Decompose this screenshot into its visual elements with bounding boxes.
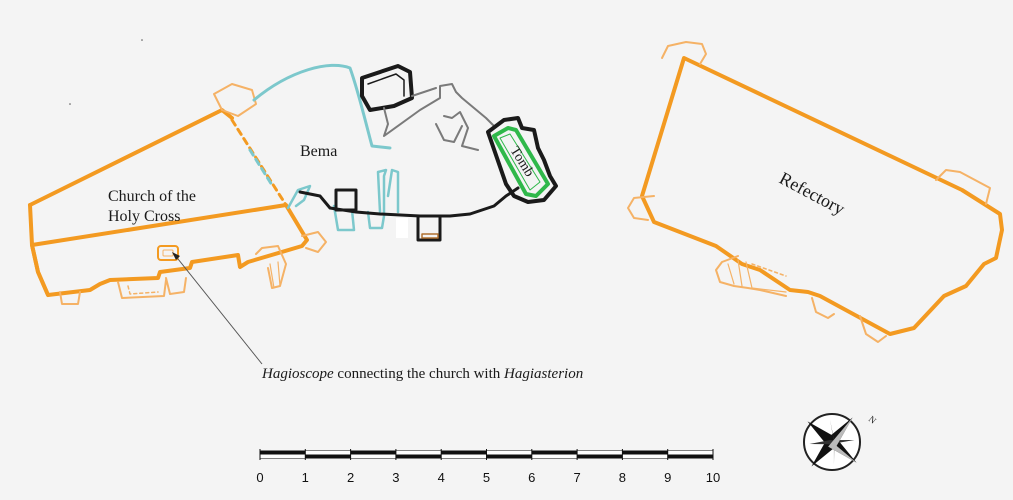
refectory-sw-dashed bbox=[751, 263, 787, 277]
scale-segment-top bbox=[395, 451, 442, 455]
refectory-sw-rooms bbox=[715, 255, 787, 297]
scale-tick-label: 5 bbox=[483, 470, 490, 485]
scale-segment-bottom bbox=[577, 454, 623, 458]
hagioscope-leader bbox=[172, 252, 263, 365]
scale-segment-bottom bbox=[260, 454, 306, 458]
tomb-inner-line bbox=[499, 133, 541, 191]
scale-segment-bottom bbox=[622, 454, 668, 458]
scale-bar-segments bbox=[260, 451, 713, 458]
grey-room bbox=[435, 123, 463, 143]
eastern-structures bbox=[298, 64, 520, 242]
scale-tick-label: 9 bbox=[664, 470, 671, 485]
scale-segment-bottom bbox=[305, 454, 351, 458]
scale-bar: 0 1 2 3 4 5 6 7 8 9 10 bbox=[256, 449, 720, 485]
church-label-line2: Holy Cross bbox=[108, 208, 180, 225]
leader-arrowhead bbox=[172, 252, 180, 260]
church-corner-pier bbox=[301, 231, 327, 253]
scale-tick-label: 4 bbox=[438, 470, 445, 485]
refectory-outer-wall bbox=[640, 56, 1004, 336]
hagioscope-caption: Hagioscope connecting the church with Ha… bbox=[261, 366, 583, 382]
caption-connector: connecting the church with bbox=[334, 366, 504, 382]
scale-tick-label: 0 bbox=[256, 470, 263, 485]
leader-line bbox=[173, 253, 263, 365]
church-label-line1: Church of the bbox=[108, 188, 196, 205]
dark-pier-2-inner bbox=[421, 233, 439, 239]
speck-1 bbox=[141, 39, 143, 41]
compass-needle-light bbox=[828, 417, 857, 463]
refectory-east-annex bbox=[935, 169, 991, 205]
church-annex-north bbox=[213, 83, 257, 117]
scale-segment-top bbox=[577, 451, 623, 455]
church-buttress-2-inner bbox=[127, 285, 159, 295]
tomb-chamber: Tomb bbox=[486, 116, 558, 204]
grey-corridor-2 bbox=[411, 87, 479, 151]
church-west-wall bbox=[28, 203, 50, 297]
refectory-south-pier bbox=[811, 297, 835, 319]
hagioscope-opening-inner bbox=[162, 249, 174, 257]
scale-segment-bottom bbox=[486, 454, 532, 458]
scale-segment-top bbox=[622, 451, 668, 455]
dark-south-wall bbox=[298, 186, 520, 218]
scale-tick-label: 7 bbox=[573, 470, 580, 485]
bema-label: Bema bbox=[300, 143, 337, 160]
scale-segment-top bbox=[667, 451, 713, 455]
church-openwork-wall-blue bbox=[248, 148, 274, 187]
church-buttress-1 bbox=[59, 291, 81, 305]
grey-corridor bbox=[383, 83, 495, 137]
bema-niche-2 bbox=[366, 168, 388, 230]
bema-niche-1 bbox=[332, 204, 356, 232]
scale-segment-bottom bbox=[667, 454, 713, 458]
refectory-ne-annex bbox=[661, 41, 707, 65]
scale-segment-top bbox=[441, 451, 487, 455]
dark-chamber-north bbox=[360, 64, 414, 112]
hagioscope-opening bbox=[157, 245, 179, 261]
refectory-se-pier bbox=[859, 315, 887, 343]
scale-segment-bottom bbox=[350, 454, 396, 458]
scale-tick-label: 1 bbox=[302, 470, 309, 485]
caption-term-hagiasterion: Hagiasterion bbox=[503, 366, 583, 382]
dark-pier-2 bbox=[416, 214, 442, 242]
scale-segment-top bbox=[260, 451, 306, 455]
scale-segment-top bbox=[531, 451, 578, 455]
scale-tick-label: 10 bbox=[706, 470, 720, 485]
church-side-room-inner bbox=[269, 261, 281, 289]
bema-south-wall bbox=[286, 184, 312, 210]
church-side-room bbox=[255, 245, 287, 289]
compass-north-letter: N bbox=[867, 414, 879, 426]
white-gap bbox=[396, 218, 408, 238]
tomb-inner bbox=[492, 126, 550, 198]
church-of-the-holy-cross bbox=[28, 83, 327, 305]
scale-segment-bottom bbox=[441, 454, 487, 458]
tomb-outer-wall bbox=[486, 116, 558, 204]
church-buttress-3 bbox=[165, 277, 187, 295]
scale-tick-label: 8 bbox=[619, 470, 626, 485]
speck-2 bbox=[69, 103, 71, 105]
scale-segment-top bbox=[486, 451, 532, 455]
compass-rose-icon: N bbox=[803, 413, 879, 471]
caption-term-hagioscope: Hagioscope bbox=[261, 366, 334, 382]
bema-niche-3 bbox=[386, 168, 400, 214]
tomb-label: Tomb bbox=[507, 144, 537, 179]
refectory-sw-rooms-inner bbox=[727, 259, 787, 293]
bema-apse-wall bbox=[252, 63, 392, 150]
refectory: Refectory bbox=[627, 41, 1004, 343]
bema-area bbox=[252, 63, 400, 232]
dark-pier-1 bbox=[334, 188, 358, 212]
refectory-west-annex bbox=[627, 195, 655, 221]
scale-segment-bottom bbox=[531, 454, 578, 458]
scale-tick-label: 6 bbox=[528, 470, 535, 485]
refectory-label: Refectory bbox=[776, 168, 848, 219]
scale-segment-bottom bbox=[395, 454, 442, 458]
scale-bar-ticks: 0 1 2 3 4 5 6 7 8 9 10 bbox=[256, 449, 720, 485]
dark-chamber-north-inner bbox=[367, 73, 405, 97]
scale-segment-top bbox=[350, 451, 396, 455]
scale-segment-top bbox=[305, 451, 351, 455]
scale-tick-label: 3 bbox=[392, 470, 399, 485]
church-buttress-2 bbox=[117, 279, 167, 299]
scale-tick-label: 2 bbox=[347, 470, 354, 485]
